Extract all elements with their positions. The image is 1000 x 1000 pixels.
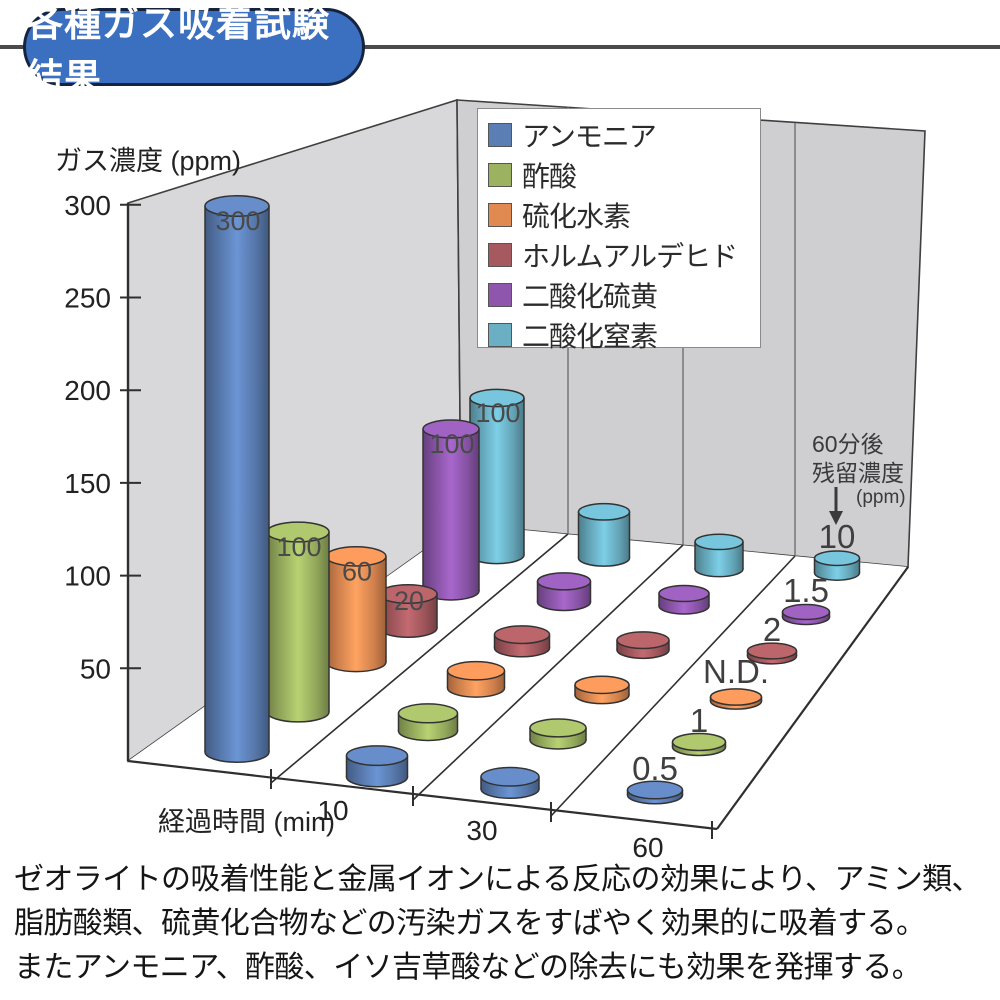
description-line-2: 脂肪酸類、硫黄化合物などの汚染ガスをすばやく効果的に吸着する。: [14, 907, 926, 940]
legend-label: 硫化水素: [522, 201, 631, 232]
bar-ホルムアルデヒド-t10: [493, 625, 551, 658]
bar-二酸化窒素-t60: [813, 550, 861, 581]
annotation-line-3: (ppm): [856, 487, 906, 508]
x-tick-label-30: 30: [466, 815, 497, 846]
annotation-line-2: 残留濃度: [812, 460, 904, 486]
bar-硫化水素-t30: [574, 675, 630, 705]
x-axis-title: 経過時間 (min): [158, 807, 335, 837]
legend-swatch-icon: [488, 123, 512, 147]
bar-アンモニア-t30: [480, 766, 540, 800]
bar-label-二酸化窒素-t0: 100: [475, 398, 520, 428]
description-text: ゼオライトの吸着性能と金属イオンによる反応の効果により、アミン類、 脂肪酸類、硫…: [14, 858, 996, 990]
bar-value-labels: 100 10 100 1.5 20 2 60 N.D. 100 1 300 0.5: [215, 206, 855, 787]
bar-硫化水素-t10: [446, 660, 506, 698]
chart-legend: アンモニア酢酸硫化水素ホルムアルデヒド 二酸化硫黄二酸化窒素: [477, 108, 761, 352]
y-tick-label-50: 50: [80, 653, 111, 684]
bar-label-二酸化窒素-t60: 10: [819, 518, 856, 555]
y-tick-label-250: 250: [64, 283, 111, 314]
bar-label-ホルムアルデヒド-t0: 20: [394, 586, 424, 616]
bar-label-アンモニア-t0: 300: [215, 206, 260, 236]
legend-swatch-icon: [488, 203, 512, 227]
bar-label-アンモニア-t60: 0.5: [632, 750, 678, 787]
legend-label: アンモニア: [522, 121, 657, 152]
legend-label: 酢酸: [522, 161, 577, 192]
legend-swatch-icon: [488, 283, 512, 307]
floor-right-edge: [716, 566, 909, 830]
page-title: 各種ガス吸着試験結果: [23, 3, 365, 98]
bar-二酸化硫黄-t10: [536, 572, 592, 612]
bar-アンモニア-t0: [204, 195, 270, 763]
bar-label-酢酸-t60: 1: [690, 702, 708, 739]
bar-酢酸-t60: [671, 732, 727, 757]
description-line-3: またアンモニア、酢酸、イソ吉草酸などの除去にも効果を発揮する。: [14, 951, 922, 984]
legend-item-二酸化窒素: 二酸化窒素: [488, 315, 750, 355]
legend-item-ホルムアルデヒド: ホルムアルデヒド: [488, 235, 750, 275]
y-axis-title: ガス濃度 (ppm): [55, 146, 241, 176]
bar-酢酸-t30: [529, 718, 587, 750]
floor-front-edge: [127, 759, 718, 831]
floor-separator-2: [412, 544, 684, 801]
bar-硫化水素-t60: [709, 688, 763, 710]
legend-swatch-icon: [488, 243, 512, 267]
bar-label-二酸化硫黄-t0: 100: [429, 429, 474, 459]
residual-annotation: 60分後 残留濃度 (ppm): [812, 431, 906, 525]
legend-swatch-icon: [488, 323, 512, 347]
bar-二酸化窒素-t10: [577, 502, 631, 567]
legend-item-アンモニア: アンモニア: [488, 115, 750, 155]
legend-label: ホルムアルデヒド: [522, 241, 738, 272]
y-tick-label-200: 200: [64, 375, 111, 406]
x-tick-label-60: 60: [632, 832, 663, 863]
bar-ホルムアルデヒド-t60: [746, 642, 798, 665]
annotation-line-1: 60分後: [812, 431, 884, 457]
description-line-1: ゼオライトの吸着性能と金属イオンによる反応の効果により、アミン類、: [14, 863, 982, 896]
bar-二酸化硫黄-t60: [781, 603, 831, 626]
y-tick-label-100: 100: [64, 561, 111, 592]
bar-酢酸-t10: [397, 703, 459, 742]
bar-ホルムアルデヒド-t30: [616, 631, 670, 660]
horizontal-rule: [0, 45, 1000, 49]
floor-separator-1: [270, 533, 569, 784]
legend-item-硫化水素: 硫化水素: [488, 195, 750, 235]
legend-label: 二酸化硫黄: [522, 281, 658, 312]
legend-swatch-icon: [488, 163, 512, 187]
bar-label-硫化水素-t0: 60: [342, 556, 372, 586]
bar-二酸化硫黄-t30: [658, 584, 710, 615]
page-title-text: 各種ガス吸着試験結果: [26, 3, 330, 98]
bar-硫化水素-t0: [325, 546, 387, 673]
legend-item-二酸化硫黄: 二酸化硫黄: [488, 275, 750, 315]
bar-label-二酸化硫黄-t60: 1.5: [783, 572, 829, 609]
bar-label-酢酸-t0: 100: [276, 532, 321, 562]
bar-二酸化窒素-t0: [469, 388, 525, 565]
x-tick-labels: 10 30 60: [317, 795, 663, 863]
down-arrow-head-icon: [829, 511, 843, 525]
bar-二酸化窒素-t30: [694, 533, 744, 578]
legend-label: 二酸化窒素: [522, 321, 658, 352]
floor-separator-3: [550, 555, 796, 817]
bar-label-硫化水素-t60: N.D.: [703, 653, 769, 690]
bar-label-ホルムアルデヒド-t60: 2: [763, 611, 781, 648]
bar-アンモニア-t10: [345, 745, 409, 788]
bar-アンモニア-t60: [626, 780, 684, 805]
bars: [204, 195, 861, 805]
bar-ホルムアルデヒド-t0: [378, 583, 438, 639]
y-tick-label-300: 300: [64, 190, 111, 221]
legend-item-酢酸: 酢酸: [488, 155, 750, 195]
x-tick-label-10: 10: [317, 795, 348, 826]
y-ticks: 50 100 150 200 250 300: [64, 190, 141, 684]
y-tick-label-150: 150: [64, 468, 111, 499]
